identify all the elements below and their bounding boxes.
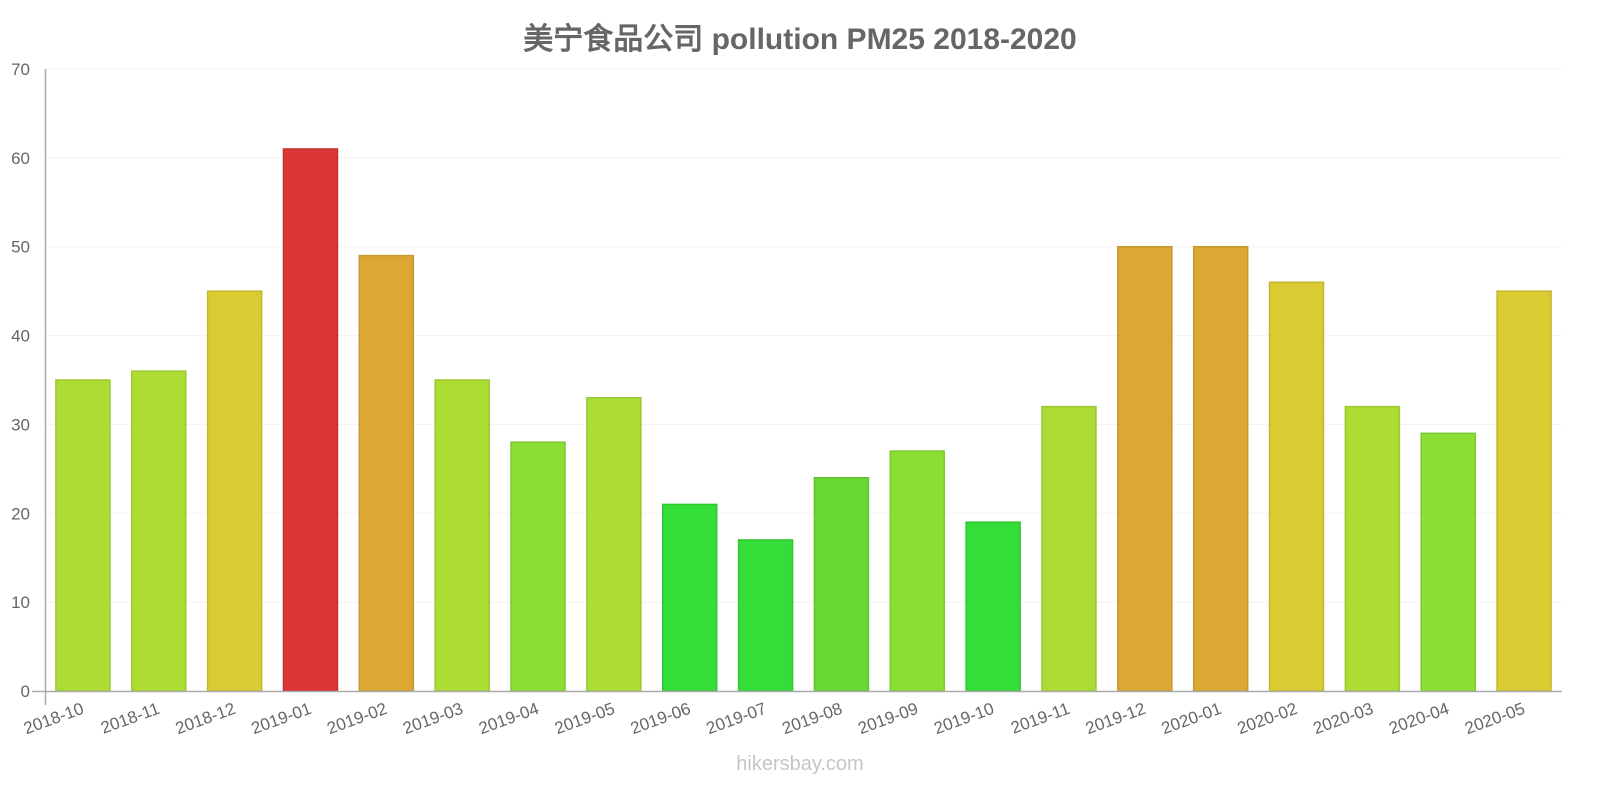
x-tick-label: 2019-03 xyxy=(400,699,465,738)
y-tick-label: 70 xyxy=(11,60,30,79)
y-tick-label: 20 xyxy=(11,504,30,523)
bar-2020-03[interactable] xyxy=(1344,405,1401,692)
bar-2019-07[interactable] xyxy=(737,539,794,692)
bar-2019-06[interactable] xyxy=(661,503,718,692)
bar-2018-10[interactable] xyxy=(55,379,111,692)
bar-2019-03[interactable] xyxy=(434,379,490,692)
x-tick-label: 2019-05 xyxy=(552,699,617,738)
x-tick-label: 2019-06 xyxy=(628,699,693,738)
bar-2019-02[interactable] xyxy=(358,254,415,692)
y-axis-ticks: 0 10 20 30 40 50 60 70 xyxy=(11,60,30,701)
x-tick-label: 2020-02 xyxy=(1235,699,1300,738)
y-tick-label: 50 xyxy=(11,238,30,257)
x-tick-label: 2019-01 xyxy=(249,699,314,738)
x-tick-label: 2019-04 xyxy=(476,699,541,738)
bar-2019-01[interactable] xyxy=(282,148,339,692)
bar-2020-05[interactable] xyxy=(1496,290,1552,692)
bar-2019-11[interactable] xyxy=(1041,405,1097,692)
y-tick-label: 40 xyxy=(11,327,30,346)
bar-2020-04[interactable] xyxy=(1420,432,1476,692)
bar-2019-04[interactable] xyxy=(510,441,566,692)
bar-2019-12[interactable] xyxy=(1117,245,1173,692)
x-tick-label: 2019-10 xyxy=(931,699,996,738)
x-tick-label: 2018-12 xyxy=(173,699,238,738)
x-tick-label: 2020-03 xyxy=(1311,699,1376,738)
watermark: hikersbay.com xyxy=(736,753,864,775)
x-tick-label: 2018-10 xyxy=(21,699,86,738)
bar-2019-05[interactable] xyxy=(586,397,642,692)
bar-2020-01[interactable] xyxy=(1192,245,1249,692)
x-tick-label: 2019-12 xyxy=(1083,699,1148,738)
bar-2018-11[interactable] xyxy=(131,370,187,692)
x-tick-label: 2019-02 xyxy=(325,699,390,738)
x-tick-label: 2019-07 xyxy=(704,699,769,738)
grid-lines xyxy=(45,68,1562,603)
x-axis-ticks: 2018-10 2018-11 2018-12 2019-01 2019-02 2019-… xyxy=(21,699,1527,738)
x-tick-label: 2018-11 xyxy=(98,699,162,738)
bar-2019-10[interactable] xyxy=(965,521,1021,692)
x-tick-label: 2020-05 xyxy=(1462,699,1527,738)
x-tick-label: 2019-11 xyxy=(1008,699,1072,738)
bars xyxy=(55,148,1552,692)
x-tick-label: 2019-09 xyxy=(856,699,921,738)
bar-2019-08[interactable] xyxy=(813,476,870,692)
y-tick-label: 30 xyxy=(11,415,30,434)
y-tick-label: 0 xyxy=(21,682,30,701)
chart-title: 美宁食品公司 pollution PM25 2018-2020 xyxy=(523,23,1077,56)
bar-2020-02[interactable] xyxy=(1268,281,1325,692)
bar-2018-12[interactable] xyxy=(206,290,263,692)
x-tick-label: 2020-04 xyxy=(1386,699,1451,738)
x-tick-label: 2019-08 xyxy=(780,699,845,738)
y-tick-label: 60 xyxy=(11,149,30,168)
x-tick-label: 2020-01 xyxy=(1159,699,1224,738)
bar-2019-09[interactable] xyxy=(889,450,946,692)
y-tick-label: 10 xyxy=(11,593,30,612)
